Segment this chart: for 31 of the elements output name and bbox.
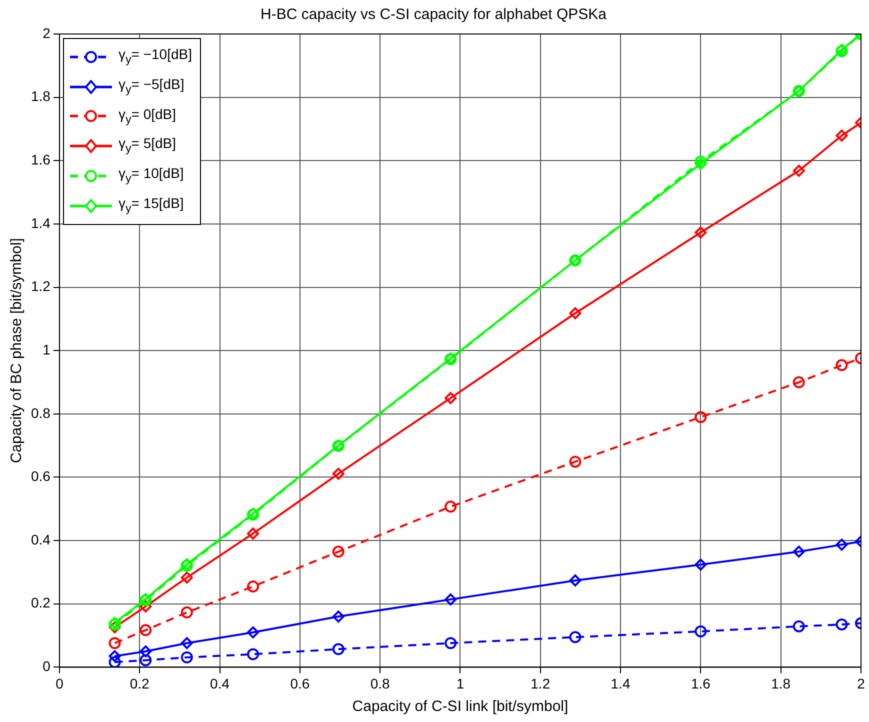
y-tick-label: 1.4 bbox=[30, 214, 51, 231]
x-tick-label: 0.4 bbox=[210, 675, 230, 692]
legend-label: γ$_{y}$= −5[dB] bbox=[118, 74, 184, 98]
x-tick-label: 0 bbox=[56, 675, 64, 692]
x-tick-label: 1.2 bbox=[530, 675, 550, 692]
x-tick-label: 0.2 bbox=[130, 675, 150, 692]
x-tick-label: 1.6 bbox=[690, 675, 711, 692]
y-tick-label: 2 bbox=[42, 24, 51, 41]
y-tick-label: 0.4 bbox=[30, 531, 51, 548]
y-tick-label: 0.2 bbox=[30, 594, 51, 611]
y-tick-label: 0.8 bbox=[30, 404, 51, 421]
x-tick-label: 2 bbox=[857, 675, 866, 692]
chart-title: H-BC capacity vs C-SI capacity for alphabet QPSKa bbox=[260, 6, 608, 24]
y-tick-label: 1.6 bbox=[30, 152, 51, 168]
legend-label: γ$_{y}$= 0[dB] bbox=[118, 104, 176, 128]
x-tick-label: 0.6 bbox=[290, 675, 310, 692]
x-tick-label: 1.8 bbox=[771, 675, 791, 692]
y-axis-title: Capacity of BC phase [bit/symbol] bbox=[8, 238, 26, 464]
legend-label: γ$_{y}$= −10[dB] bbox=[118, 45, 192, 68]
y-tick-label: 1 bbox=[42, 341, 51, 358]
legend-label: γ$_{y}$= 15[dB] bbox=[118, 194, 184, 217]
y-tick-label: 1.8 bbox=[30, 88, 51, 104]
y-tick-label: 0.6 bbox=[30, 468, 51, 484]
y-tick-label: 0 bbox=[42, 658, 51, 674]
x-tick-label: 0.8 bbox=[370, 675, 390, 692]
x-tick-label: 1 bbox=[456, 675, 464, 692]
x-axis-title: Capacity of C-SI link [bit/symbol] bbox=[352, 698, 568, 716]
y-tick-label: 1.2 bbox=[30, 278, 51, 294]
x-tick-label: 1.4 bbox=[610, 675, 630, 692]
legend-label: γ$_{y}$= 10[dB] bbox=[118, 164, 184, 187]
legend-label: γ$_{y}$= 5[dB] bbox=[118, 134, 176, 158]
